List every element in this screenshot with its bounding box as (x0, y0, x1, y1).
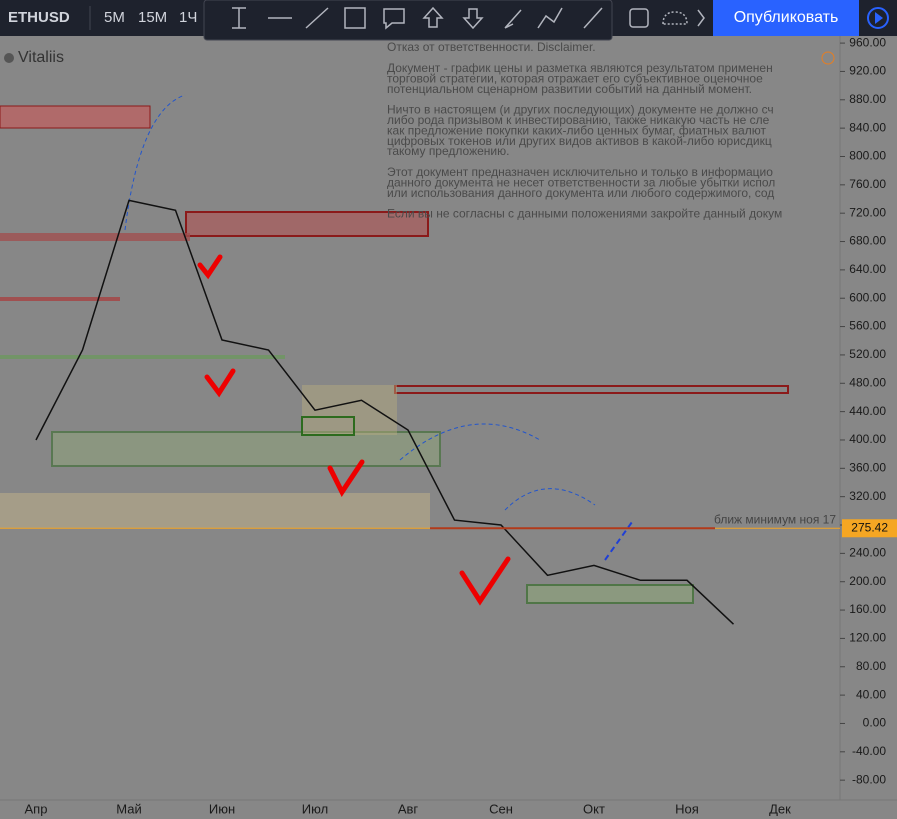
x-tick-label: Май (116, 801, 141, 816)
disclaimer-line: такому предложению. (387, 144, 509, 158)
disclaimer-line: как предложение покупки каких-либо ценны… (387, 123, 766, 137)
check-mark (204, 368, 236, 398)
x-tick-label: Июл (302, 801, 328, 816)
price-line (35, 199, 735, 625)
disclaimer-line: Документ - график цены и разметка являют… (387, 61, 773, 75)
disclaimer-line: Если вы не согласны с данными положениям… (387, 207, 782, 221)
zone (0, 233, 190, 241)
x-tick-label: Апр (25, 801, 48, 816)
publish-button[interactable] (713, 0, 859, 36)
y-tick-label: 120.00 (849, 631, 886, 645)
y-tick-label: 160.00 (849, 602, 886, 616)
x-tick-label: Июн (209, 801, 235, 816)
y-tick-label: 840.00 (849, 120, 886, 134)
disclaimer-line: цифровых токенов или других видов активо… (387, 134, 772, 148)
tool[interactable] (629, 8, 649, 28)
disclaimer-line: или использования данного документа или … (387, 186, 774, 200)
tool[interactable] (537, 7, 563, 29)
tool[interactable] (422, 6, 444, 28)
disclaimer-line: данного документа не несет ответственнос… (387, 175, 775, 189)
y-tick-label: 920.00 (849, 64, 886, 78)
disclaimer-line: либо рода призывом к инвестированию, так… (387, 113, 770, 127)
projection (604, 521, 633, 561)
y-tick-label: 520.00 (849, 347, 886, 361)
tool[interactable] (583, 7, 603, 29)
check-mark (327, 459, 365, 497)
check-mark (197, 254, 223, 280)
x-tick-label: Ноя (675, 801, 699, 816)
y-tick-label: 240.00 (849, 546, 886, 560)
tool[interactable] (504, 9, 522, 29)
y-tick-label: 320.00 (849, 489, 886, 503)
y-tick-label: 640.00 (849, 262, 886, 276)
alert-icon (821, 51, 835, 65)
tool[interactable] (232, 7, 246, 29)
projection (124, 94, 186, 231)
y-tick-label: 600.00 (849, 290, 886, 304)
author-icon (4, 53, 14, 63)
disclaimer-line: потенциальном сценарном развитии событий… (387, 82, 752, 96)
y-tick-label: 80.00 (856, 659, 886, 673)
x-tick-label: Сен (489, 801, 513, 816)
y-tick-label: 680.00 (849, 234, 886, 248)
y-tick-label: 960.00 (849, 35, 886, 49)
play-icon (875, 12, 883, 24)
zone (0, 105, 151, 129)
zone (526, 584, 694, 604)
tool[interactable] (462, 8, 484, 30)
disclaimer-line: Этот документ предназначен исключительно… (387, 165, 773, 179)
projection (399, 423, 541, 461)
check-mark (459, 556, 511, 606)
disclaimer: Отказ от ответственности. Disclaimer. Док… (387, 40, 782, 220)
zone (0, 493, 430, 528)
zone (185, 211, 429, 237)
tool[interactable] (383, 8, 405, 30)
tool[interactable] (305, 7, 329, 29)
author: Vitaliis (18, 49, 64, 66)
y-tick-label: 720.00 (849, 205, 886, 219)
zone (394, 385, 789, 394)
zone (51, 431, 441, 467)
x-tick-label: Авг (398, 801, 419, 816)
x-tick-label: Окт (583, 801, 605, 816)
zone (301, 416, 355, 436)
disclaimer-line: Отказ от ответственности. Disclaimer. (387, 40, 596, 54)
zone (0, 297, 120, 301)
last-price-label: 275.42 (851, 520, 888, 534)
y-tick-label: 440.00 (849, 404, 886, 418)
play-button[interactable] (867, 7, 889, 29)
tool[interactable] (697, 9, 705, 27)
y-tick-label: 880.00 (849, 92, 886, 106)
disclaimer-line: Ничто в настоящем (и других последующих)… (387, 103, 774, 117)
last-price-box (842, 519, 897, 538)
y-tick-label: 480.00 (849, 375, 886, 389)
interval[interactable]: 5M (104, 9, 125, 26)
y-tick-label: -40.00 (852, 744, 886, 758)
y-tick-label: 0.00 (863, 716, 887, 730)
interval[interactable]: 1Ч (179, 9, 197, 26)
y-tick-label: 200.00 (849, 574, 886, 588)
y-tick-label: 40.00 (856, 687, 886, 701)
projection (504, 488, 596, 511)
symbol[interactable]: ETHUSD (8, 9, 70, 26)
publish-label[interactable]: Опубликовать (734, 9, 839, 26)
drawing-toolbar (203, 0, 613, 41)
zone (0, 355, 285, 359)
y-tick-label: -80.00 (852, 772, 886, 786)
tool[interactable] (344, 7, 366, 29)
y-tick-label: 560.00 (849, 319, 886, 333)
y-tick-label: 400.00 (849, 432, 886, 446)
y-tick-label: 360.00 (849, 460, 886, 474)
y-tick-label: 760.00 (849, 177, 886, 191)
interval[interactable]: 15M (138, 9, 167, 26)
annotation: ближ минимум ноя 17 (714, 512, 836, 526)
disclaimer-line: торговой стратегии, которая отражает его… (387, 71, 763, 85)
y-tick-label: 800.00 (849, 149, 886, 163)
x-tick-label: Дек (769, 801, 791, 816)
